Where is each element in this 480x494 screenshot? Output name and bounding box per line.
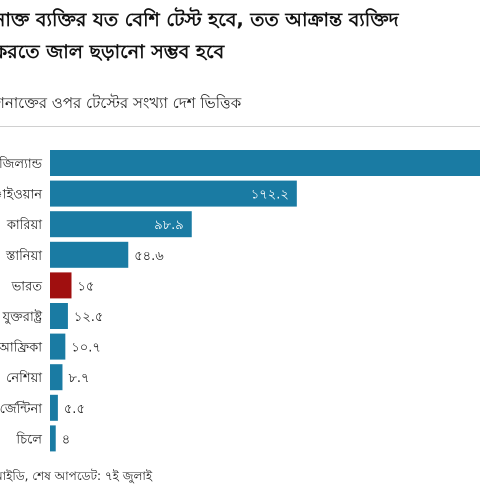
source-footer: মাইডি, শেষ আপডেট: ৭ই জুলাই [0,469,153,483]
category-label-7: নেশিয়া [6,370,42,386]
chart-title: নাক্ত ব্যক্তির যত বেশি টেস্ট হবে, তত আক্… [0,4,474,68]
category-label-2: কারিয়া [6,217,42,233]
category-label-0: জিল্যান্ড [0,156,43,172]
bar-8 [50,394,58,421]
bar-0 [50,150,480,176]
bar-2 [50,211,192,238]
divider [0,126,480,127]
category-label-5: যুক্তরাষ্ট্র [2,309,43,325]
bar-chart: জিল্যান্ডাইওয়ান ১৭২.২ কারিয়া ৯৮.৯ স্তানিয়… [0,150,480,452]
category-label-4: ভারত [11,279,43,294]
value-label-4: ১৫ [78,279,95,294]
bar-1 [50,180,297,207]
value-label-1: ১৭২.২ [251,188,289,203]
value-label-6: ১০.৭ [71,341,100,356]
value-label-7: ৮.৭ [68,371,89,386]
bar-4 [50,272,72,299]
bar-7 [50,364,63,391]
category-label-8: র্জেন্টিনা [0,401,42,417]
category-label-9: চিলে [15,431,42,447]
category-label-6: আফ্রিকা [0,340,42,356]
bar-3 [50,241,129,268]
title-line-1: নাক্ত ব্যক্তির যত বেশি টেস্ট হবে, তত আক্… [0,9,399,31]
category-label-3: স্তানিয়া [5,248,42,264]
bar-6 [50,333,66,360]
category-label-1: াইওয়ান [0,187,42,203]
title-line-2: করতে জাল ছড়ানো সম্ভব হবে [0,41,225,63]
value-label-5: ১২.৫ [74,310,103,325]
value-label-8: ৫.৫ [64,402,85,417]
value-label-3: ৫৪.৬ [134,249,164,264]
bar-9 [50,425,56,452]
value-label-9: ৪ [62,432,70,447]
bar-5 [50,303,68,329]
chart-subtitle: শনাক্তের ওপর টেস্টের সংখ্যা দেশ ভিত্তিক [0,94,242,112]
value-label-2: ৯৮.৯ [154,218,183,233]
